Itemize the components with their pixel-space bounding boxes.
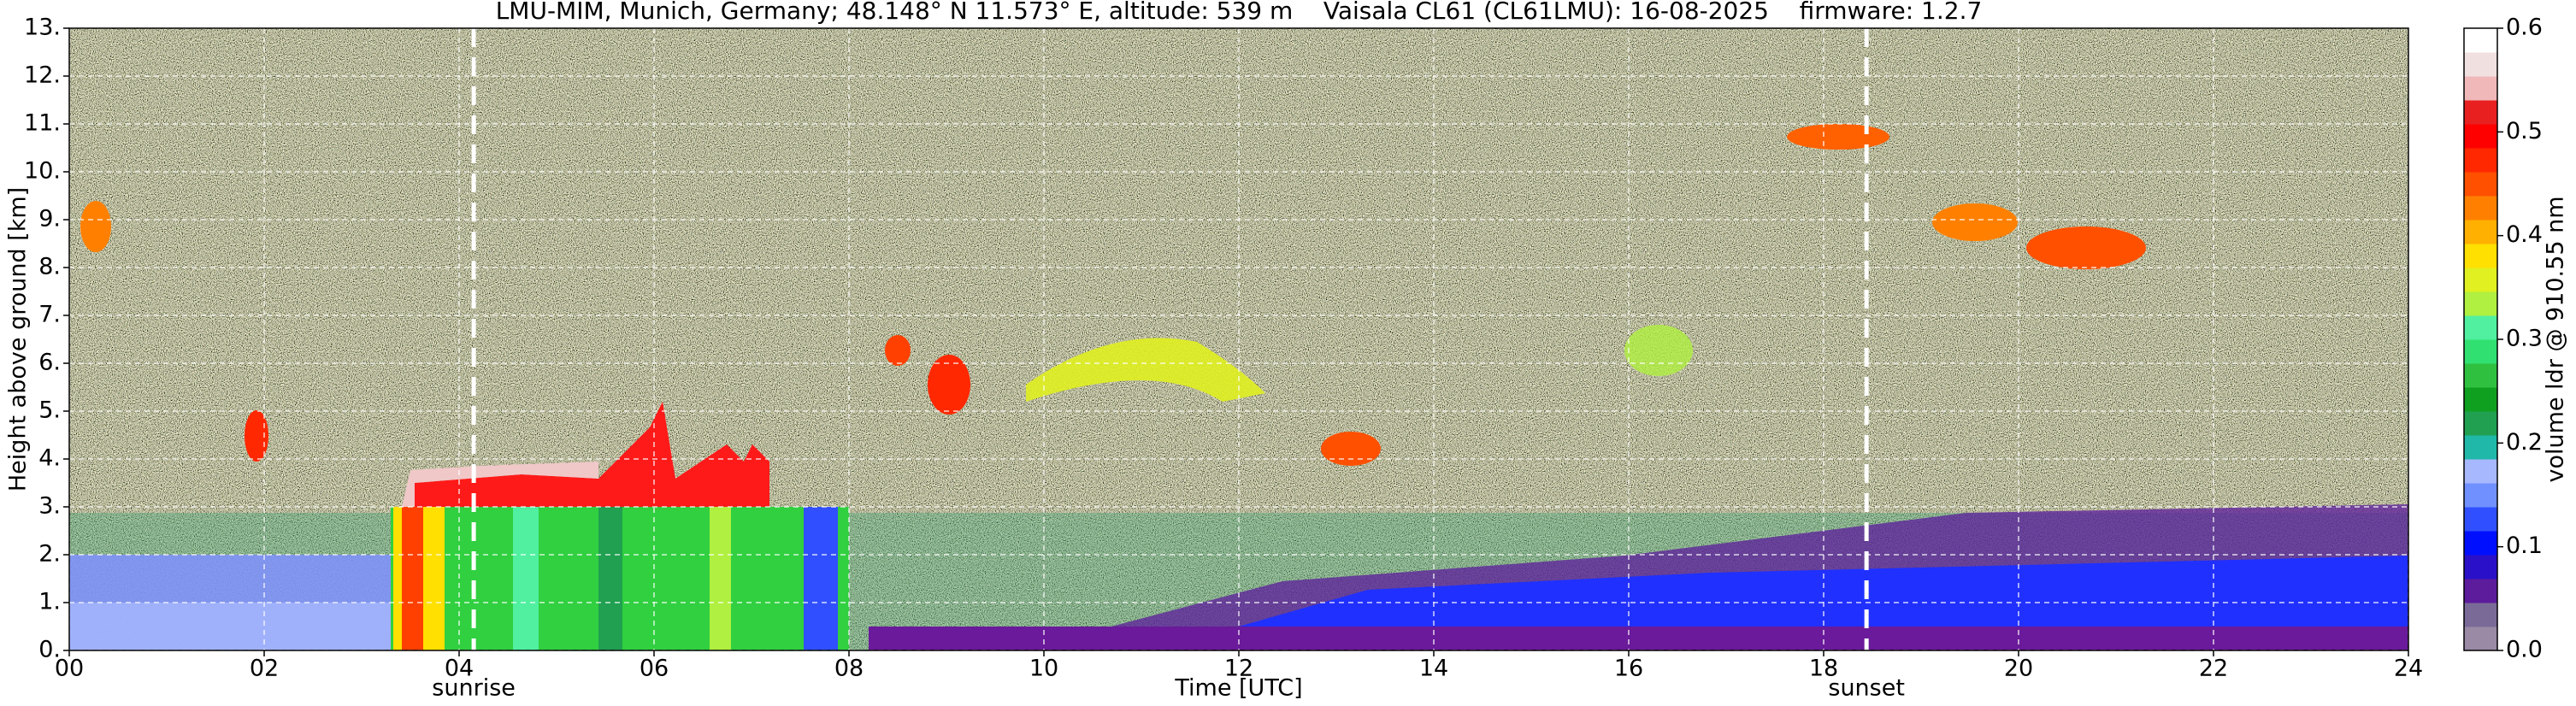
x-tick-label: 14	[1419, 656, 1448, 682]
heatmap-region	[2026, 227, 2146, 269]
x-tick-label: 06	[640, 656, 669, 682]
x-tick-label: 02	[250, 656, 279, 682]
heatmap-region	[402, 507, 423, 650]
colorbar-swatch	[2464, 172, 2497, 197]
colorbar-swatch	[2464, 339, 2497, 364]
colorbar-swatch	[2464, 268, 2497, 292]
annotation-label: sunrise	[432, 675, 516, 702]
colorbar-tick-label: 0.2	[2506, 429, 2543, 456]
heatmap-region	[804, 507, 838, 650]
y-tick-label: 4.	[38, 445, 61, 472]
heatmap-region	[869, 627, 2408, 650]
colorbar-swatch	[2464, 483, 2497, 508]
y-axis-label: Height above ground [km]	[5, 187, 32, 491]
heatmap-region	[1787, 124, 1889, 150]
y-tick-label: 11.	[24, 110, 61, 137]
y-tick-label: 0.	[38, 637, 61, 663]
x-tick-label: 24	[2394, 656, 2423, 682]
colorbar-swatch	[2464, 100, 2497, 125]
heatmap-region	[1624, 325, 1693, 376]
heatmap-region	[1321, 432, 1381, 466]
x-tick-label: 08	[834, 656, 864, 682]
heatmap-region	[1026, 338, 1265, 402]
colorbar-swatch	[2464, 627, 2497, 651]
colorbar-swatch	[2464, 291, 2497, 316]
colorbar-tick-label: 0.5	[2506, 118, 2543, 144]
x-tick-label: 10	[1029, 656, 1058, 682]
colorbar-tick-label: 0.3	[2506, 326, 2543, 352]
colorbar-swatch	[2464, 387, 2497, 412]
plot-frame	[68, 27, 2409, 651]
colorbar-tick-label: 0.6	[2506, 15, 2543, 41]
heatmap-region	[513, 507, 539, 650]
heatmap-region	[1932, 203, 2018, 241]
y-tick-label: 3.	[38, 493, 61, 520]
colorbar-swatch	[2464, 555, 2497, 580]
colorbar-swatch	[2464, 435, 2497, 460]
x-tick-label: 20	[2004, 656, 2033, 682]
x-axis-label: Time [UTC]	[1174, 675, 1302, 702]
y-tick-label: 8.	[38, 254, 61, 280]
heatmap-region	[1239, 556, 2408, 627]
x-tick-label: 00	[55, 656, 84, 682]
x-tick-label: 22	[2199, 656, 2228, 682]
colorbar-tick-label: 0.1	[2506, 532, 2543, 559]
colorbar-swatch	[2464, 196, 2497, 221]
heatmap-region	[885, 335, 911, 366]
y-tick-label: 7.	[38, 302, 61, 328]
colorbar-swatch	[2464, 459, 2497, 484]
colorbar-swatch	[2464, 124, 2497, 149]
y-tick-label: 12.	[24, 62, 61, 89]
annotation-label: sunset	[1828, 675, 1905, 702]
colorbar-swatch	[2464, 603, 2497, 627]
y-tick-label: 10.	[24, 158, 61, 185]
colorbar-swatch	[2464, 507, 2497, 532]
heatmap-region	[402, 462, 598, 507]
colorbar-swatch	[2464, 579, 2497, 603]
y-tick-label: 1.	[38, 589, 61, 615]
colorbar-swatch	[2464, 531, 2497, 556]
colorbar-swatch	[2464, 52, 2497, 77]
colorbar-tick-label: 0.0	[2506, 637, 2543, 663]
x-tick-label: 12	[1224, 656, 1253, 682]
colorbar-tick-label: 0.4	[2506, 221, 2543, 248]
x-tick-label: 16	[1614, 656, 1643, 682]
heatmap-region	[245, 410, 268, 462]
colorbar-swatch	[2464, 148, 2497, 173]
colorbar-swatch	[2464, 315, 2497, 340]
colorbar-swatch	[2464, 220, 2497, 244]
y-tick-label: 13.	[24, 15, 61, 41]
y-tick-label: 9.	[38, 206, 61, 232]
heatmap-region	[415, 402, 769, 507]
heatmap-region	[598, 507, 622, 650]
colorbar-swatch	[2464, 28, 2497, 53]
y-tick-label: 5.	[38, 397, 61, 424]
heatmap-region	[928, 355, 970, 415]
colorbar-swatch	[2464, 411, 2497, 436]
colorbar-swatch	[2464, 244, 2497, 268]
colorbar-label: volume ldr @ 910.55 nm	[2543, 197, 2569, 483]
y-tick-label: 6.	[38, 350, 61, 376]
chart-title: LMU-MIM, Munich, Germany; 48.148° N 11.5…	[496, 0, 1983, 25]
heatmap-region	[710, 507, 731, 650]
x-tick-label: 04	[445, 656, 474, 682]
colorbar-swatch	[2464, 363, 2497, 388]
colorbar-swatch	[2464, 76, 2497, 101]
heatmap-region	[80, 201, 111, 252]
y-tick-label: 2.	[38, 541, 61, 568]
x-tick-label: 18	[1809, 656, 1838, 682]
